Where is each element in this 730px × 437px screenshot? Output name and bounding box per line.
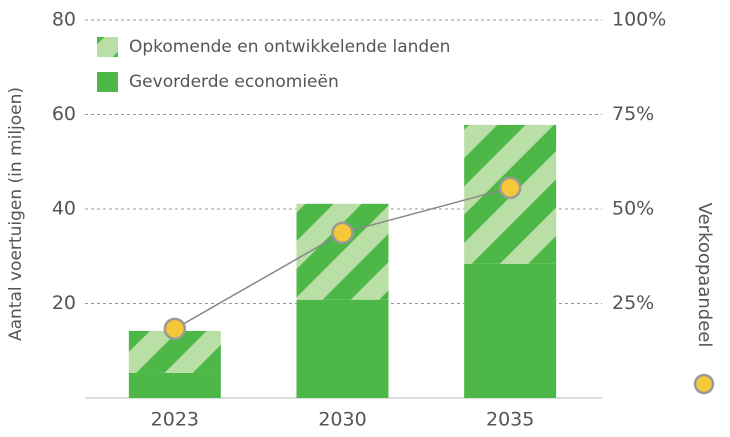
legend-label: Gevorderde economieën	[129, 72, 339, 92]
y2-tick-label: 25%	[612, 292, 654, 314]
x-tick-label: 2030	[318, 409, 366, 431]
legend-label: Opkomende en ontwikkelende landen	[129, 37, 450, 57]
x-tick-label: 2023	[151, 409, 199, 431]
y2-tick-label: 100%	[612, 9, 666, 31]
bar-segment	[464, 263, 557, 398]
y2-tick-label: 50%	[612, 198, 654, 220]
legend-label: Verkoopaandeel	[694, 203, 715, 348]
bar-segment	[128, 372, 221, 398]
y-tick-label: 20	[52, 292, 76, 314]
y-axis-label: Aantal voertuigen (in miljoen)	[6, 87, 26, 341]
x-tick-label: 2035	[486, 409, 534, 431]
y2-tick-label: 75%	[612, 103, 654, 125]
legend-marker	[693, 373, 715, 395]
line-marker	[498, 176, 522, 200]
y-tick-label: 80	[52, 9, 76, 31]
y-tick-label: 40	[52, 198, 76, 220]
legend-swatch	[97, 37, 118, 57]
bar-segment	[296, 203, 389, 300]
y-tick-label: 60	[52, 103, 76, 125]
legend-swatch	[97, 72, 118, 92]
line-marker	[331, 221, 354, 245]
bar-segment	[296, 299, 389, 398]
line-marker	[163, 317, 187, 341]
